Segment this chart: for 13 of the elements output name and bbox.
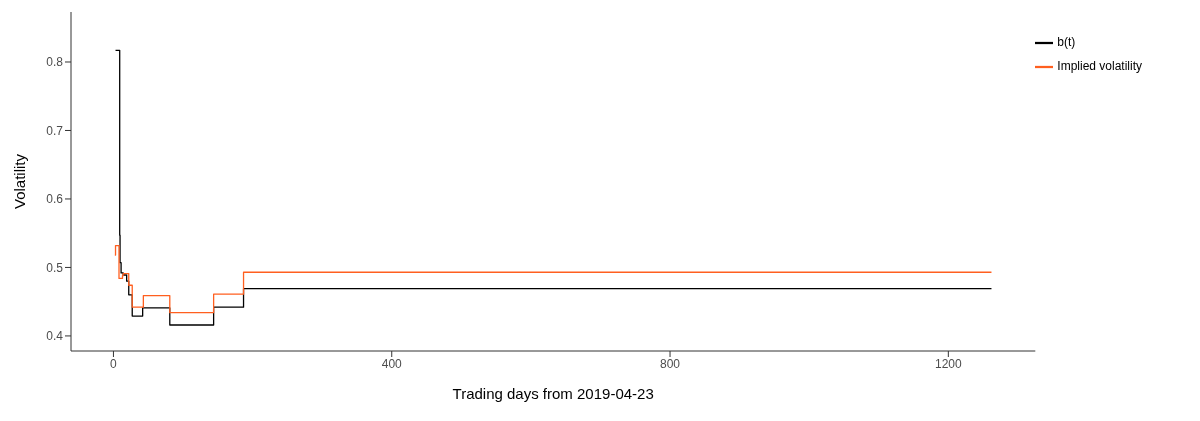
y-tick-label: 0.7 <box>46 123 64 138</box>
y-tick-label: 0.8 <box>46 55 64 70</box>
y-tick-label: 0.4 <box>46 329 64 344</box>
x-tick-label: 400 <box>381 356 403 371</box>
x-tick-label: 1200 <box>934 356 962 371</box>
x-tick-label: 0 <box>110 356 118 371</box>
y-tick-label: 0.5 <box>46 260 64 275</box>
y-tick-label: 0.6 <box>46 192 64 207</box>
y-axis-title: Volatility <box>11 153 29 210</box>
legend-label: b(t) <box>1057 35 1076 49</box>
legend-label: Implied volatility <box>1057 59 1142 73</box>
x-tick-label: 800 <box>660 356 681 371</box>
x-axis-title: Trading days from 2019-04-23 <box>452 385 654 402</box>
